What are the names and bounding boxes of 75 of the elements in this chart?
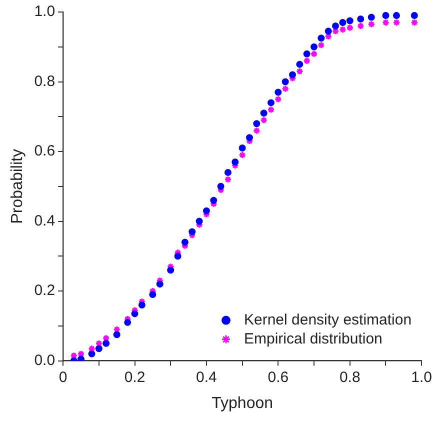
point <box>346 17 354 24</box>
point <box>131 310 138 318</box>
y-tick-label: 0.2 <box>34 282 56 300</box>
point <box>338 26 346 34</box>
y-axis-title: Probability <box>9 149 26 224</box>
point <box>410 12 418 19</box>
point <box>410 18 418 26</box>
x-tick-label: 0 <box>58 368 68 386</box>
point <box>181 238 188 246</box>
point <box>382 18 390 26</box>
point <box>303 57 311 65</box>
point <box>274 88 282 96</box>
point <box>324 28 332 35</box>
point <box>202 207 210 214</box>
point <box>332 22 340 30</box>
point <box>303 50 310 58</box>
point <box>296 60 304 68</box>
point <box>310 50 318 58</box>
legend-label: Kernel density estimation <box>244 311 412 328</box>
point <box>252 126 260 134</box>
point <box>368 20 376 28</box>
point <box>296 68 304 76</box>
point <box>346 24 354 32</box>
point <box>224 176 232 184</box>
point <box>77 356 84 361</box>
y-tick-label: 0.4 <box>34 212 56 230</box>
y-tick-label: 1.0 <box>34 3 56 20</box>
point <box>282 84 290 92</box>
point <box>246 134 253 142</box>
x-tick-label: 0.6 <box>268 368 289 386</box>
point <box>382 12 390 19</box>
point <box>267 106 275 114</box>
y-tick-label: 0.8 <box>34 72 56 90</box>
point <box>267 99 274 106</box>
point <box>253 120 260 128</box>
point <box>238 151 246 159</box>
point <box>102 340 110 347</box>
point <box>310 43 318 50</box>
point <box>95 345 102 352</box>
point <box>356 22 364 30</box>
point <box>368 14 375 21</box>
point <box>392 12 400 19</box>
point <box>339 18 346 26</box>
x-tick-label: 1.0 <box>411 368 432 386</box>
x-tick-label: 0.4 <box>196 368 217 386</box>
y-tick-label: 0.0 <box>34 352 56 369</box>
point <box>167 266 174 274</box>
point <box>232 158 239 166</box>
point <box>156 280 164 288</box>
point <box>224 168 232 176</box>
point <box>149 291 156 298</box>
point <box>260 116 268 124</box>
point <box>318 34 325 42</box>
x-tick-label: 0.2 <box>124 368 146 386</box>
x-tick-label: 0.8 <box>339 368 360 386</box>
legend-label: Empirical distribution <box>244 330 382 348</box>
point <box>317 41 325 49</box>
point <box>113 331 120 338</box>
y-tick-label: 0.6 <box>34 142 56 160</box>
point <box>210 196 218 204</box>
point <box>392 18 400 26</box>
point <box>196 218 203 225</box>
point <box>282 78 289 86</box>
point <box>289 71 296 78</box>
point <box>260 110 268 117</box>
point <box>124 318 132 326</box>
x-axis-title: Typhoon <box>212 394 274 412</box>
point <box>88 350 96 358</box>
point <box>138 301 146 308</box>
point <box>274 95 282 103</box>
point <box>174 252 182 260</box>
point <box>217 182 224 190</box>
point <box>188 228 196 236</box>
point <box>357 15 364 22</box>
point <box>238 144 246 152</box>
